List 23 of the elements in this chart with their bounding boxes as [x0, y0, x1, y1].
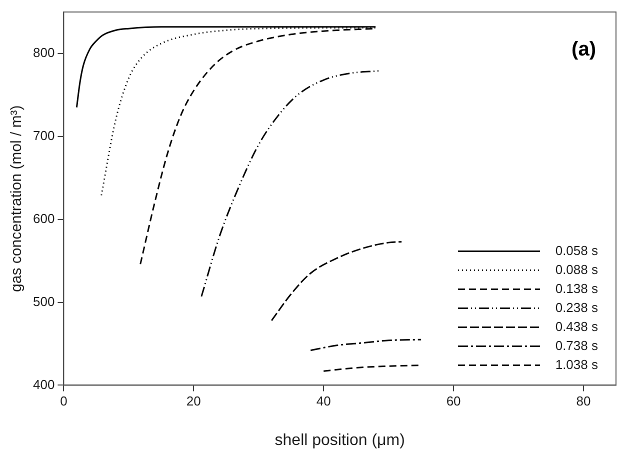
y-tick-label: 500: [32, 294, 55, 309]
x-tick-label: 20: [186, 394, 201, 409]
y-tick-label: 800: [32, 45, 55, 60]
y-tick-label: 600: [32, 210, 55, 226]
x-axis-title: shell position (μm): [274, 432, 405, 449]
x-tick-label: 40: [316, 394, 331, 409]
text: 0.138 s: [555, 280, 598, 296]
x-tick-label: 80: [576, 394, 591, 409]
text: 0.438 s: [555, 318, 598, 334]
text: 0.058 s: [555, 242, 598, 258]
annotation: (a): [572, 38, 596, 61]
text: 0.088 s: [555, 262, 598, 277]
y-axis-title: gas concentration (mol / m³): [8, 105, 26, 292]
y-tick-label: 400: [32, 376, 55, 392]
line-series: [270, 240, 402, 322]
line-series: [200, 70, 380, 298]
text: 0.738 s: [555, 338, 598, 353]
x-tick-label: 60: [446, 394, 461, 409]
line-series: [310, 338, 422, 352]
text: 1.038 s: [555, 356, 598, 372]
x-tick-label: 0: [60, 394, 68, 409]
text: 0.238 s: [555, 300, 598, 315]
y-tick-label: 700: [32, 128, 55, 143]
